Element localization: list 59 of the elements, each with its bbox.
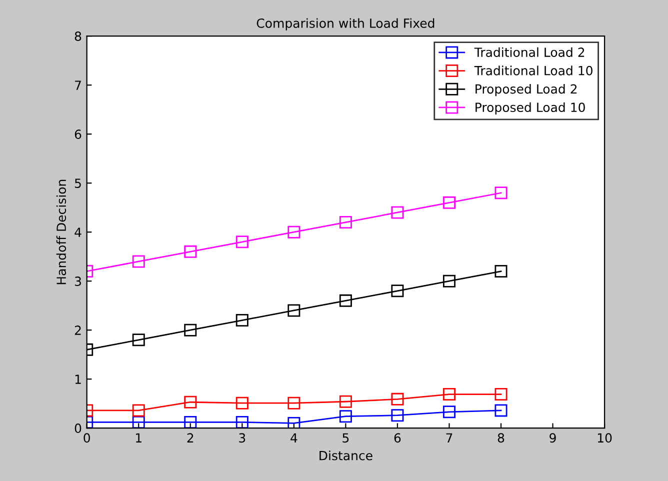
- point: [288, 396, 300, 410]
- point: [132, 416, 145, 428]
- point: [339, 395, 352, 408]
- y-tick-label: 6: [74, 130, 82, 140]
- y-tick-label: 8: [74, 32, 82, 41]
- point: [236, 314, 248, 327]
- x-tick-label: 4: [290, 433, 298, 442]
- chart-title: Comparision with Load Fixed: [256, 18, 434, 30]
- point: [132, 334, 145, 346]
- x-tick-label: 9: [550, 433, 556, 443]
- point: [442, 196, 456, 209]
- point: [494, 265, 508, 278]
- y-axis-title: Handoff Decision: [56, 180, 66, 284]
- point: [494, 186, 508, 200]
- point: [442, 406, 456, 418]
- point: [391, 284, 404, 298]
- point: [132, 404, 145, 417]
- y-tick-label: 2: [74, 326, 81, 335]
- legend-label: Traditional Load 10: [474, 66, 592, 76]
- point: [339, 216, 352, 229]
- legend-label: Proposed Load 2: [476, 84, 577, 96]
- point: [184, 416, 197, 428]
- point: [236, 236, 248, 248]
- point: [236, 416, 248, 428]
- y-tick-label: 5: [74, 178, 81, 188]
- y-tick-label: 1: [75, 374, 81, 384]
- point: [288, 416, 300, 428]
- legend-label: Traditional Load 2: [474, 47, 584, 57]
- point: [184, 324, 197, 336]
- point: [494, 388, 508, 401]
- x-tick-label: 10: [598, 433, 612, 443]
- point: [288, 226, 300, 238]
- y-tick-label: 7: [75, 80, 81, 90]
- x-tick-label: 8: [498, 433, 504, 443]
- y-tick-label: 0: [74, 424, 82, 434]
- x-tick-label: 3: [239, 433, 246, 443]
- x-tick-label: 7: [446, 433, 452, 442]
- point: [184, 245, 197, 258]
- x-tick-label: 0: [84, 433, 90, 443]
- point: [339, 410, 352, 423]
- legend-label: Proposed Load 10: [476, 102, 585, 114]
- x-tick-label: 5: [342, 433, 349, 443]
- point: [184, 396, 197, 408]
- point: [132, 255, 145, 268]
- x-axis-title: Distance: [320, 450, 372, 460]
- point: [391, 392, 404, 406]
- x-tick-label: 6: [394, 433, 401, 443]
- point: [442, 388, 456, 401]
- point: [391, 206, 404, 219]
- x-tick-label: 1: [136, 433, 142, 442]
- point: [236, 396, 248, 410]
- y-tick-label: 3: [74, 276, 81, 286]
- x-tick-label: 2: [187, 433, 194, 442]
- point: [494, 404, 508, 417]
- point: [339, 294, 352, 307]
- point: [288, 304, 300, 317]
- point: [391, 409, 404, 422]
- y-tick-label: 4: [74, 228, 82, 237]
- point: [442, 274, 456, 288]
